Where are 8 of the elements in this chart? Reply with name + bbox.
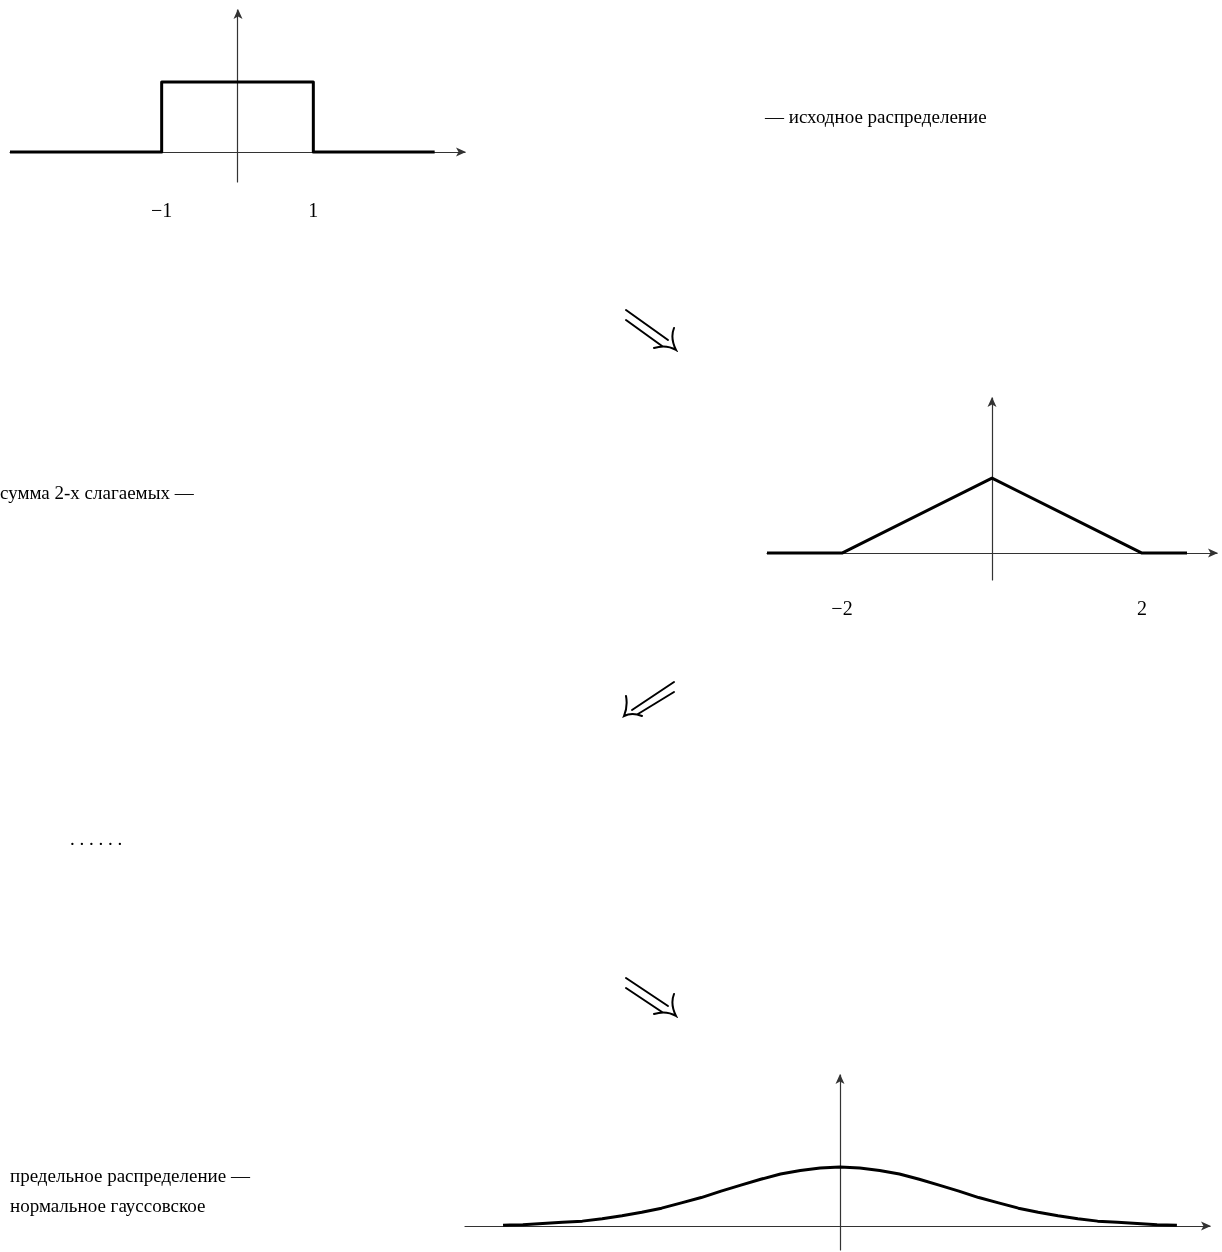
x-tick-label: −1 <box>151 199 173 221</box>
text: . . . . . . <box>70 827 123 849</box>
text: — исходное распределение <box>764 105 987 127</box>
x-tick-label: 2 <box>1137 597 1147 619</box>
text: сумма 2-х слагаемых — <box>0 481 195 503</box>
text: предельное распределение — нормальное гауссовское <box>10 1164 251 1216</box>
x-tick-label: 1 <box>308 199 319 221</box>
x-tick-label: −2 <box>831 597 853 619</box>
